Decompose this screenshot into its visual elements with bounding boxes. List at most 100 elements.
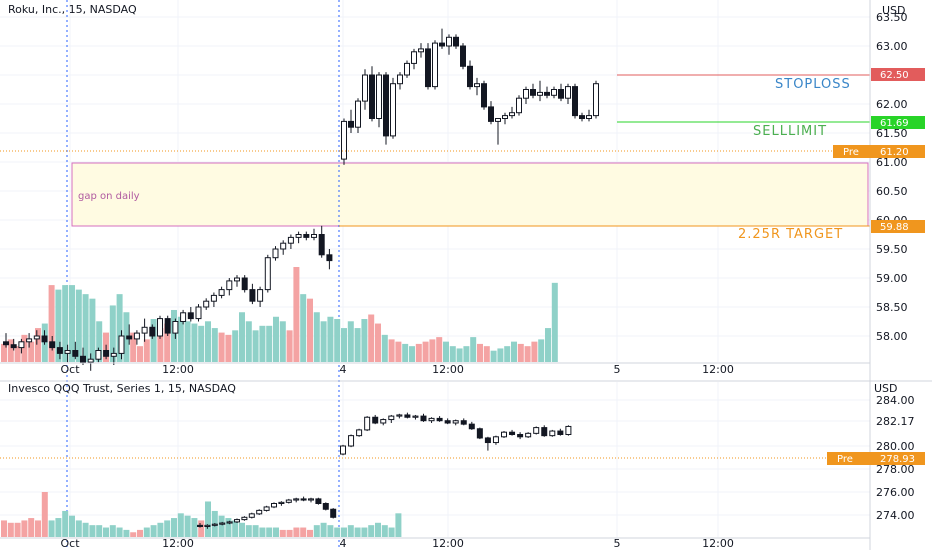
- svg-text:278.93: 278.93: [880, 454, 915, 465]
- volume-bar: [232, 330, 239, 362]
- candle: [516, 95, 522, 116]
- candle: [453, 34, 459, 49]
- selllimit-annotation: SELLLIMIT: [753, 124, 827, 139]
- y-tick-label: 61.50: [876, 127, 908, 140]
- volume-bar: [395, 341, 402, 362]
- candle: [18, 338, 25, 354]
- y-tick-label: 59.00: [876, 272, 908, 285]
- candle: [565, 425, 572, 436]
- candle: [501, 431, 507, 438]
- candle: [397, 72, 403, 90]
- volume-bar: [205, 321, 211, 362]
- roku-candle-series: [3, 28, 599, 371]
- candle: [404, 60, 410, 78]
- candle: [541, 425, 548, 437]
- candle: [418, 43, 424, 58]
- volume-bar: [300, 294, 307, 362]
- volume-bar: [266, 325, 273, 362]
- volume-bar: [517, 343, 524, 362]
- volume-bar: [225, 334, 232, 362]
- volume-bar: [177, 513, 184, 537]
- qqq-pre-price-tag: Pre 278.93: [827, 452, 925, 465]
- candle: [509, 106, 515, 119]
- candle: [257, 286, 264, 307]
- volume-bar: [21, 520, 28, 537]
- gap-label: gap on daily: [78, 191, 140, 202]
- candle: [446, 34, 452, 55]
- candle: [579, 112, 585, 122]
- svg-text:62.50: 62.50: [880, 70, 909, 81]
- volume-bar: [211, 328, 218, 362]
- volume-bar: [470, 337, 477, 362]
- candle: [322, 502, 329, 511]
- candle: [593, 80, 599, 119]
- candle: [341, 118, 347, 165]
- volume-bar: [429, 339, 436, 362]
- candle: [308, 497, 314, 503]
- candle: [460, 43, 466, 70]
- volume-bar: [198, 520, 205, 537]
- volume-bar: [259, 527, 266, 537]
- volume-bar: [1, 343, 7, 362]
- volume-bar: [497, 348, 504, 362]
- volume-bar: [313, 312, 320, 362]
- volume-bar: [388, 339, 395, 362]
- x-tick-label: 12:00: [702, 363, 734, 376]
- volume-bar: [463, 346, 470, 362]
- candle: [586, 109, 592, 122]
- candle: [476, 427, 483, 440]
- candle: [110, 347, 117, 365]
- volume-bar: [225, 518, 232, 537]
- roku-title: Roku, Inc., 15, NASDAQ: [8, 3, 137, 16]
- volume-bar: [198, 325, 205, 362]
- candle: [195, 304, 202, 322]
- volume-bar: [307, 298, 313, 362]
- volume-bar: [62, 510, 69, 537]
- candle: [420, 413, 427, 422]
- target-annotation: 2.25R TARGET: [738, 227, 843, 242]
- volume-bar: [69, 515, 75, 537]
- x-tick-label: 4: [340, 537, 347, 550]
- x-tick-label: 4: [340, 363, 347, 376]
- volume-bar: [327, 316, 334, 362]
- volume-bar: [55, 289, 62, 362]
- selllimit-price-tag: 61.69: [871, 116, 925, 129]
- candle: [537, 80, 543, 102]
- volume-bar: [103, 527, 109, 537]
- candle: [425, 43, 431, 90]
- candle: [525, 432, 532, 438]
- volume-bar: [75, 520, 82, 537]
- volume-bar: [89, 298, 96, 362]
- candle: [330, 508, 337, 519]
- candle: [226, 278, 233, 296]
- volume-bar: [137, 346, 143, 362]
- candle: [380, 418, 387, 426]
- volume-bar: [109, 305, 116, 362]
- candle: [271, 502, 277, 509]
- candle: [126, 324, 133, 345]
- candle: [10, 338, 17, 351]
- candle: [340, 444, 346, 456]
- candle: [348, 109, 354, 133]
- candle: [141, 318, 148, 342]
- candle: [218, 286, 225, 299]
- candle: [549, 429, 556, 437]
- volume-bar: [48, 520, 55, 537]
- candle: [80, 347, 86, 365]
- volume-bar: [164, 520, 171, 537]
- volume-bar: [28, 341, 35, 362]
- candle: [149, 324, 156, 339]
- volume-bar: [415, 343, 422, 362]
- x-tick-label: 12:00: [432, 363, 464, 376]
- candle: [318, 225, 325, 258]
- volume-bar: [388, 527, 395, 537]
- candle: [234, 275, 240, 287]
- candle: [3, 333, 9, 348]
- y-tick-label: 276.00: [876, 486, 915, 499]
- candle: [474, 77, 480, 96]
- candle: [241, 516, 248, 521]
- candle: [280, 240, 287, 255]
- candle: [285, 498, 292, 504]
- volume-bar: [1, 520, 7, 537]
- volume-bar: [143, 339, 150, 362]
